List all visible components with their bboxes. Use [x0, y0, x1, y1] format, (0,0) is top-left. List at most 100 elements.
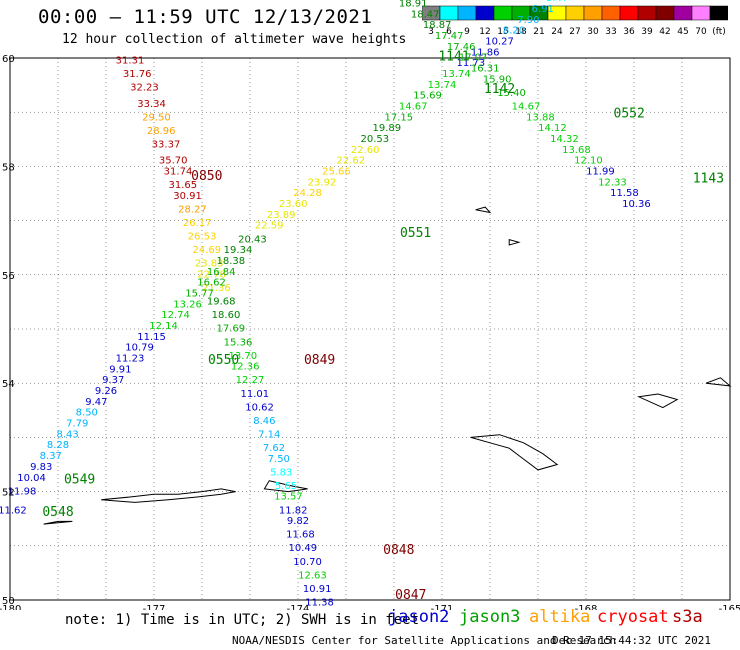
wave-height-value: 16.31	[471, 64, 500, 75]
wave-height-value: 8.20	[503, 26, 525, 37]
wave-height-value: 9.83	[30, 462, 52, 473]
legend-label: 42	[659, 27, 670, 37]
wave-height-value: 20.53	[360, 134, 389, 145]
axis-labels: -180 -177 -174 -171 -168 -165 60 58 56 54 52 50	[0, 54, 740, 610]
pass-time-label: 0551	[400, 226, 431, 241]
wave-height-value: 31.65	[168, 180, 197, 191]
legend-label: 36	[623, 27, 635, 37]
wave-height-value: 23.92	[308, 177, 337, 188]
wave-height-value: 22.78	[197, 270, 226, 281]
wave-height-value: 33.37	[152, 139, 181, 150]
wave-height-value: 12.14	[149, 321, 178, 332]
wave-height-value: 7.90	[517, 15, 539, 26]
legend-label: 15	[497, 27, 508, 37]
wave-height-value: 8.28	[47, 440, 69, 451]
coastline	[43, 206, 732, 525]
credit-date: Dec 17 15:44:32 UTC 2021	[552, 634, 711, 647]
wave-height-value: 17.69	[216, 324, 245, 335]
wave-height-value: 10.27	[485, 36, 514, 47]
wave-height-value: 26.17	[183, 218, 212, 229]
wave-height-value: 23.60	[279, 199, 308, 210]
pass-time-label: 0847	[395, 588, 426, 603]
pass-time-label: 0550	[208, 353, 239, 368]
island-outline	[508, 238, 521, 246]
wave-height-value: 32.23	[130, 83, 159, 94]
wave-height-value: 26.53	[188, 232, 217, 243]
page-title: 00:00 – 11:59 UTC 12/13/2021	[38, 6, 373, 28]
pass-time-label: 1143	[693, 172, 724, 187]
island-outline	[263, 480, 308, 493]
wave-height-value: 10.70	[293, 557, 322, 568]
lat-lon-grid	[9, 57, 731, 601]
wave-height-value: 11.58	[610, 188, 639, 199]
lon-label: -180	[0, 604, 21, 610]
lon-label: -171	[431, 604, 454, 610]
wave-height-value: 8.50	[76, 408, 98, 419]
wave-height-value: 15.69	[413, 91, 442, 102]
wave-height-value: 15.40	[497, 88, 526, 99]
wave-height-value: 35.70	[159, 156, 188, 167]
wave-height-value: 11.62	[0, 505, 27, 516]
wave-height-value: 31.76	[123, 69, 152, 80]
wave-height-value: 11.82	[279, 505, 308, 516]
wave-height-value: 12.33	[598, 177, 627, 188]
wave-height-value: 24.69	[192, 245, 221, 256]
wave-height-value: 8.43	[56, 429, 78, 440]
wave-height-value: 18.47	[411, 9, 440, 20]
wave-height-value: 9.47	[85, 397, 107, 408]
pass-time-label: 1142	[484, 82, 515, 97]
wave-height-value: 10.04	[17, 473, 46, 484]
wave-height-value: 6.91	[532, 4, 554, 15]
wave-height-value: 13.26	[173, 299, 202, 310]
wave-height-value: 13.70	[228, 351, 257, 362]
wave-height-value: 11.98	[8, 486, 37, 497]
lat-label: 58	[2, 162, 15, 173]
wave-height-value: 33.34	[137, 99, 166, 110]
wave-height-value: 16.84	[207, 267, 236, 278]
wave-height-value: 13.74	[428, 80, 457, 91]
wave-height-value: 13.57	[274, 492, 303, 503]
wave-height-value: 11.01	[240, 389, 269, 400]
wave-height-value: 23.89	[267, 210, 296, 221]
lat-label: 56	[2, 271, 15, 282]
lat-label: 54	[2, 379, 15, 390]
island-outline	[43, 520, 73, 525]
wave-height-value: 11.73	[456, 58, 485, 69]
legend-label: 18	[515, 27, 527, 37]
wave-height-value: 17.46	[447, 42, 476, 53]
wave-height-value: 7.62	[263, 443, 285, 454]
wave-height-value: 22.62	[336, 156, 365, 167]
lon-label: -174	[287, 604, 310, 610]
legend-label: 30	[587, 27, 599, 37]
wave-height-value: 12.63	[298, 570, 327, 581]
wave-height-value: 5.47	[546, 0, 568, 4]
wave-height-value: 14.12	[538, 123, 567, 134]
legend-label: 33	[605, 27, 616, 37]
wave-readings: 31.31 31.76 32.23 33.34 29.50 28.96 33.37 35.70…	[0, 0, 651, 608]
wave-height-value: 20.43	[238, 234, 267, 245]
wave-height-value: 22.60	[351, 145, 380, 156]
wave-height-value: 28.27	[178, 204, 207, 215]
wave-height-value: 13.68	[562, 145, 591, 156]
wave-height-value: 24.28	[293, 188, 322, 199]
wave-height-value: 8.37	[40, 451, 62, 462]
wave-height-value: 21.36	[202, 283, 231, 294]
wave-height-value: 14.32	[550, 134, 579, 145]
legend-label: 9	[464, 27, 470, 37]
pass-time-label: 1141	[438, 50, 469, 65]
wave-height-value: 11.99	[586, 167, 615, 178]
wave-height-value: 10.36	[622, 199, 651, 210]
credit-line: NOAA/NESDIS Center for Satellite Applica…	[232, 634, 617, 647]
wave-height-value: 23.83	[195, 259, 224, 270]
wave-height-value: 10.79	[125, 343, 154, 354]
legend-label: 12	[479, 27, 490, 37]
wave-height-value: 19.89	[372, 123, 401, 134]
wave-height-value: 14.67	[399, 101, 428, 112]
color-legend: 3 6 9 12 15 18 21 24 27 30 33 36 39 42 45 70 (ft)	[422, 5, 728, 37]
satellite-jason2: jason2	[388, 607, 450, 627]
wave-height-value: 17.07	[459, 53, 488, 64]
pass-labels: 0550 0551 0552 0549 0548 1141 1142 1143 0850 0849…	[42, 50, 724, 603]
wave-height-value: 10.62	[245, 402, 274, 413]
wave-height-value: 18.91	[399, 0, 428, 10]
wave-height-value: 9.37	[102, 375, 124, 386]
